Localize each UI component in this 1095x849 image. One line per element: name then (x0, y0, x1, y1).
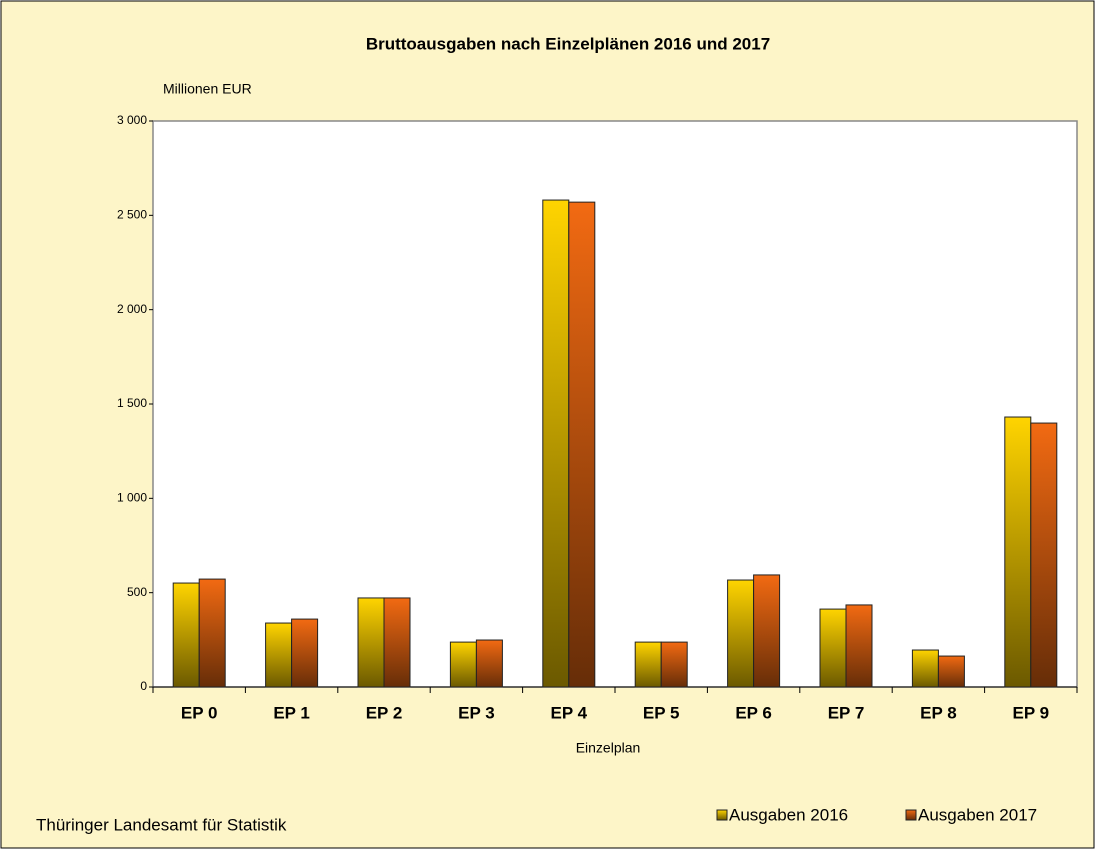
bar (172, 582, 200, 688)
x-axis-label: Einzelplan (576, 740, 641, 756)
y-tick-label: 1 000 (117, 491, 147, 505)
y-tick-label: 0 (140, 679, 147, 693)
bar (937, 655, 965, 688)
chart-title: Bruttoausgaben nach Einzelplänen 2016 un… (366, 34, 770, 53)
bar (845, 604, 873, 688)
bar (449, 641, 477, 688)
bar (1030, 422, 1058, 688)
x-tick-label: EP 3 (458, 703, 495, 722)
plot-area (152, 120, 1078, 688)
bar (542, 199, 570, 688)
y-tick-label: 2 000 (117, 302, 147, 316)
bar (660, 641, 688, 688)
y-tick-label: 500 (127, 585, 147, 599)
bar (475, 639, 503, 688)
bar (634, 641, 662, 688)
bar (198, 578, 226, 688)
x-tick-label: EP 1 (273, 703, 310, 722)
x-tick-label: EP 6 (735, 703, 772, 722)
source: Thüringer Landesamt für Statistik (36, 815, 287, 834)
x-tick-label: EP 7 (828, 703, 865, 722)
bar (753, 574, 781, 688)
legend-label: Ausgaben 2017 (918, 805, 1037, 824)
x-tick-label: EP 5 (643, 703, 680, 722)
x-tick-label: EP 4 (551, 703, 588, 722)
bar (568, 201, 596, 688)
x-tick-label: EP 2 (366, 703, 403, 722)
x-tick-label: EP 9 (1013, 703, 1050, 722)
legend-swatch (716, 809, 728, 821)
y-tick-label: 3 000 (117, 113, 147, 127)
bar (383, 597, 411, 688)
bar (291, 618, 319, 688)
x-tick-label: EP 0 (181, 703, 218, 722)
bar (357, 597, 385, 688)
bar (911, 649, 939, 688)
y-tick-label: 2 500 (117, 208, 147, 222)
y-tick-label: 1 500 (117, 396, 147, 410)
y-axis-label: Millionen EUR (163, 81, 252, 97)
bar (819, 608, 847, 688)
bar (1004, 416, 1032, 688)
legend-swatch (905, 809, 917, 821)
bar (727, 579, 755, 688)
x-tick-label: EP 8 (920, 703, 957, 722)
legend-label: Ausgaben 2016 (729, 805, 848, 824)
bar (265, 622, 293, 688)
